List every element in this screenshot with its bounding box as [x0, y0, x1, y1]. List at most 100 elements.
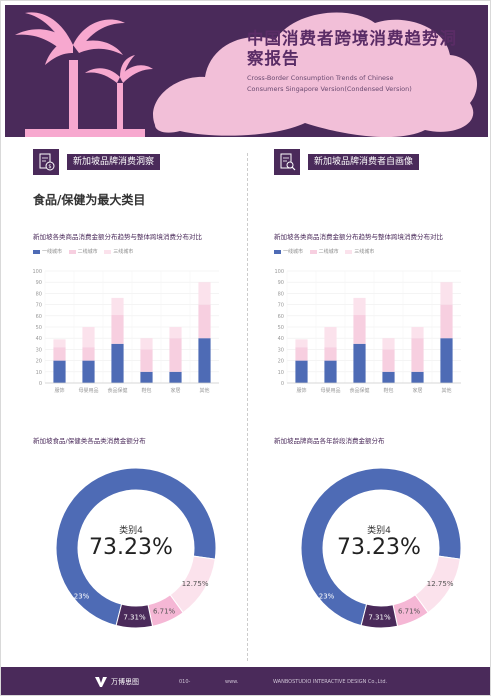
bar-chart-right-title: 新加坡各类商品消费金额分布趋势与整体跨境消费分布对比 [274, 233, 443, 241]
bar-segment [295, 347, 308, 361]
x-tick-label: 母婴用品 [78, 388, 98, 394]
legend-item: 三线城市 [345, 249, 374, 255]
footer-contact: 010- [179, 679, 191, 685]
header-banner: 中国消费者跨境消费趋势洞察报告 Cross-Border Consumption… [5, 5, 488, 137]
y-tick-label: 30 [278, 347, 284, 353]
bar-segment [295, 339, 308, 348]
donut-left-center: 类别4 73.23% [86, 523, 176, 560]
donut-right-center-label: 类别4 [367, 526, 391, 536]
x-tick-label: 母婴用品 [320, 388, 340, 394]
bar-segment [411, 327, 424, 339]
bar-segment [198, 282, 211, 305]
y-tick-label: 40 [278, 336, 284, 342]
donut-slice [55, 467, 217, 627]
bar-segment [111, 314, 124, 344]
bar-segment [82, 327, 95, 348]
donut-slice-label: 73.23% [63, 593, 90, 601]
bar-segment [198, 304, 211, 339]
big-heading: 食品/保健为最大类目 [33, 193, 146, 207]
y-tick-label: 50 [278, 325, 284, 331]
x-tick-label: 鞋包 [383, 387, 393, 394]
y-tick-label: 90 [278, 280, 284, 286]
x-tick-label: 其他 [199, 387, 209, 394]
banner-illustration [15, 12, 478, 137]
bar-segment [53, 339, 66, 348]
y-tick-label: 20 [36, 359, 42, 365]
donut-slice [360, 603, 399, 629]
bar-segment [111, 343, 124, 383]
y-tick-label: 0 [39, 381, 42, 387]
y-tick-label: 10 [36, 370, 42, 376]
donut-chart-left: 73.23% 12.75% 6.71% 7.31% [55, 467, 217, 629]
bar-segment [82, 360, 95, 383]
legend-right: 一线城市 二线城市 三线城市 [274, 248, 379, 255]
donut-slice-label: 6.71% [153, 608, 176, 616]
donut-right-center-value: 73.23% [337, 535, 421, 560]
bar-segment [140, 349, 153, 372]
x-tick-label: 家居 [412, 387, 422, 394]
bar-segment [440, 304, 453, 339]
bar-segment [169, 338, 182, 372]
donut-right-center: 类别4 73.23% [334, 523, 424, 560]
y-tick-label: 0 [281, 381, 284, 387]
bar-segment [53, 360, 66, 383]
donut-right-title: 新加坡品牌商品各年龄段消费金额分布 [274, 437, 385, 445]
document-search-icon [274, 149, 300, 175]
donut-slice-label: 12.75% [427, 580, 454, 588]
bar-segment [82, 347, 95, 361]
x-tick-label: 鞋包 [141, 387, 151, 394]
report-subtitle: Cross-Border Consumption Trends of Chine… [247, 74, 412, 93]
donut-left-center-value: 73.23% [89, 535, 173, 560]
bar-segment [111, 297, 124, 315]
y-tick-label: 80 [36, 291, 42, 297]
bar-segment [382, 338, 395, 350]
report-title: 中国消费者跨境消费趋势洞察报告 [247, 29, 457, 68]
donut-slice-label: 7.31% [368, 613, 391, 621]
footer: 万博思图 010- www. WANBOSTUDIO INTERACTIVE D… [1, 667, 490, 695]
brand-logo-icon [95, 677, 107, 687]
section-head-left: $ 新加坡品牌消费洞察 [33, 149, 233, 175]
legend-item: 一线城市 [274, 249, 303, 255]
donut-left-title: 新加坡食品/保健类各品类消费金额分布 [33, 437, 146, 445]
bar-segment [324, 327, 337, 348]
bar-segment [440, 282, 453, 305]
donut-slice-label: 6.71% [398, 608, 421, 616]
bar-chart-left: 0 10 20 30 40 50 60 70 80 90 100 服饰 母婴用品 食品保健 鞋包 家居 其他 [32, 269, 219, 394]
document-dollar-icon: $ [33, 149, 59, 175]
legend-item: 一线城市 [33, 249, 62, 255]
bar-segment [353, 343, 366, 383]
y-tick-label: 60 [36, 314, 42, 320]
bar-segment [382, 349, 395, 372]
bar-segment [324, 347, 337, 361]
x-tick-label: 食品保健 [107, 387, 127, 394]
y-tick-label: 100 [32, 269, 42, 275]
y-tick-label: 50 [36, 325, 42, 331]
column-divider [247, 153, 248, 661]
donut-slice-label: 7.31% [123, 613, 146, 621]
section-label-right: 新加坡品牌消费者自画像 [308, 154, 420, 170]
bar-segment [382, 371, 395, 383]
x-tick-label: 家居 [170, 387, 180, 394]
donut-slice [115, 603, 154, 629]
bar-segment [295, 360, 308, 383]
section-label-left: 新加坡品牌消费洞察 [67, 154, 161, 170]
bar-segment [140, 338, 153, 350]
legend-item: 二线城市 [309, 249, 339, 255]
x-tick-label: 食品保健 [349, 387, 369, 394]
x-tick-label: 服饰 [54, 387, 64, 394]
y-tick-label: 100 [274, 269, 284, 275]
svg-text:$: $ [48, 164, 51, 170]
y-tick-label: 10 [278, 370, 284, 376]
bar-chart-right: 0 10 20 30 40 50 60 70 80 90 100 服饰 母婴用品 食品保健 鞋包 家居 其他 [274, 269, 461, 394]
legend-item: 三线城市 [104, 249, 133, 255]
footer-brand: 万博思图 [111, 678, 139, 686]
bar-segment [353, 314, 366, 344]
bar-segment [411, 338, 424, 372]
section-head-right: 新加坡品牌消费者自画像 [274, 149, 474, 175]
y-tick-label: 20 [278, 359, 284, 365]
footer-company: WANBOSTUDIO INTERACTIVE DESIGN Co.,Ltd. [273, 679, 388, 685]
donut-slice [300, 467, 462, 627]
y-tick-label: 30 [36, 347, 42, 353]
legend-left: 一线城市 二线城市 三线城市 [33, 248, 138, 255]
